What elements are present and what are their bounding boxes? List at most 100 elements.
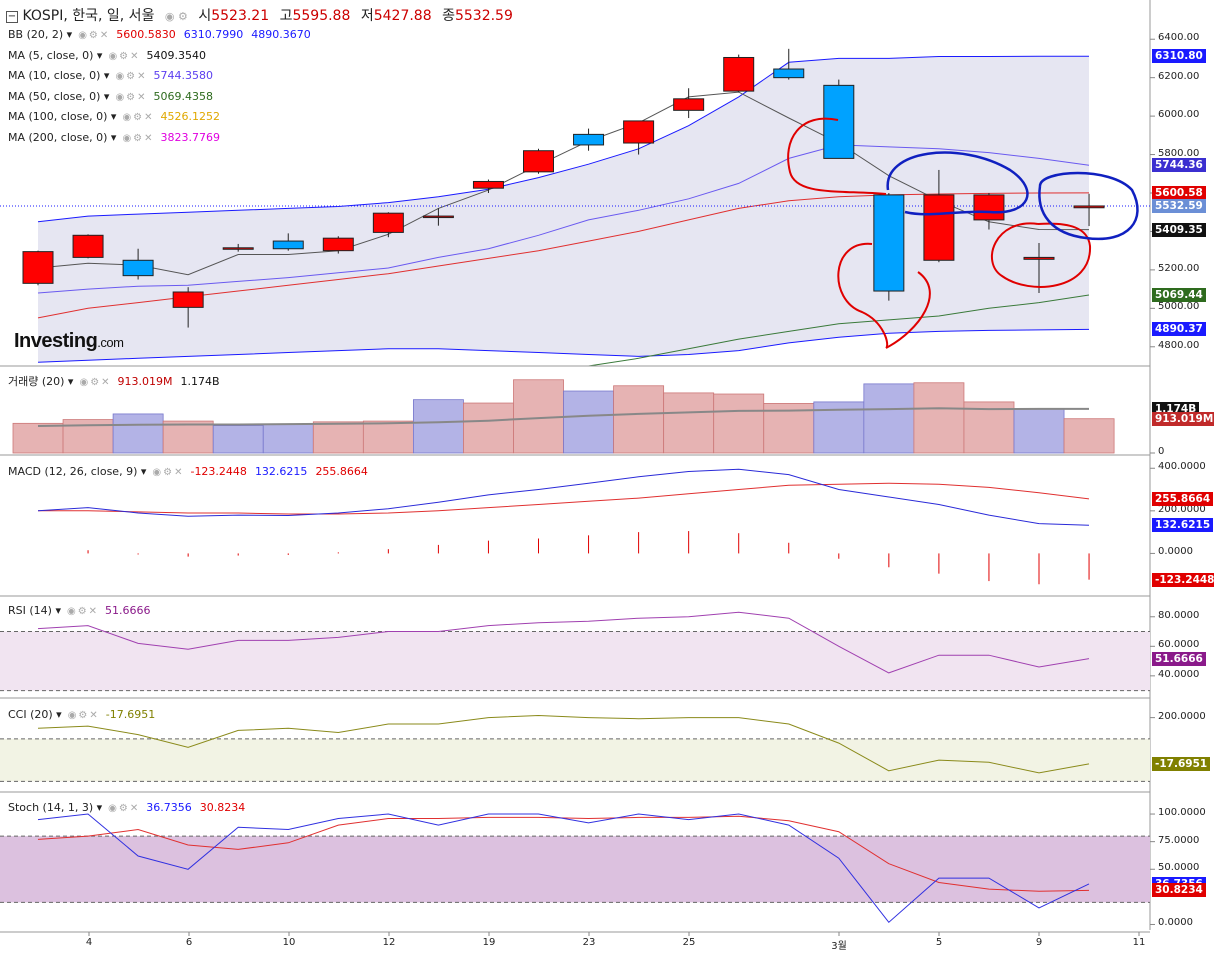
price-axis-tag: 5069.44	[1152, 287, 1206, 302]
cci-legend: CCI (20) ▾ ◉⚙✕ -17.6951	[8, 708, 163, 723]
cci-line	[37, 714, 1090, 774]
volume-ma-line	[37, 407, 1089, 427]
volume-legend-value: 1.174B	[180, 375, 220, 388]
stoch-legend-controls-icon[interactable]: ◉⚙✕	[108, 803, 141, 814]
candle	[122, 248, 154, 280]
cci-axis-tick: 200.0000	[1158, 710, 1206, 722]
bollinger-lower-line	[37, 328, 1090, 363]
ma10-line	[37, 144, 1090, 294]
volume-bar	[913, 382, 965, 454]
main-legend-title[interactable]: MA (100, close, 0) ▾	[8, 110, 117, 123]
rsi-line	[37, 611, 1090, 674]
main-legend-controls-icon[interactable]: ◉⚙✕	[115, 91, 148, 103]
volume-legend-controls-icon[interactable]: ◉⚙✕	[79, 377, 112, 388]
macd-axis-tick: 0.0000	[1158, 546, 1193, 558]
cci-legend-controls-icon[interactable]: ◉⚙✕	[67, 710, 100, 721]
stoch-k-line	[37, 813, 1090, 924]
candle	[923, 169, 955, 263]
main-legend-value: 5069.4358	[153, 89, 214, 103]
macd-axis-tag: 255.8664	[1152, 491, 1214, 506]
candle	[623, 120, 655, 155]
candle-body	[22, 251, 54, 284]
time-axis-label: 3월	[831, 941, 847, 952]
cci-band-fill	[0, 738, 1150, 782]
macd-legend-title[interactable]: MACD (12, 26, close, 9) ▾	[8, 465, 147, 478]
candle	[72, 234, 104, 259]
macd-axis-tag: 132.6215	[1152, 518, 1214, 533]
stoch-band-fill	[0, 836, 1150, 903]
cci-axis-tag: -17.6951	[1152, 756, 1211, 771]
volume-legend-title[interactable]: 거래량 (20) ▾	[8, 375, 74, 388]
candle-body	[122, 259, 154, 277]
volume-bar	[613, 385, 665, 454]
blue-annotation-circle	[886, 151, 1029, 216]
main-legend-title[interactable]: BB (20, 2) ▾	[8, 28, 73, 41]
macd-legend-controls-icon[interactable]: ◉⚙✕	[152, 467, 185, 478]
candle	[523, 148, 554, 174]
candle-body	[773, 68, 805, 79]
main-legend-title[interactable]: MA (10, close, 0) ▾	[8, 69, 110, 82]
macd-legend: MACD (12, 26, close, 9) ▾ ◉⚙✕ -123.2448 132…	[8, 465, 376, 480]
low-label: 저	[360, 8, 374, 24]
candle	[573, 128, 605, 151]
cci-legend-title[interactable]: CCI (20) ▾	[8, 708, 62, 721]
open-label: 시	[198, 8, 212, 24]
rsi-legend-controls-icon[interactable]: ◉⚙✕	[66, 606, 100, 617]
main-legend-value: 3823.7769	[160, 130, 221, 144]
time-axis-label: 4	[85, 937, 93, 948]
candle-body	[72, 234, 104, 258]
time-axis-label: 12	[382, 937, 396, 948]
main-legend: MA (5, close, 0) ▾ ◉⚙✕ 5409.3540	[8, 49, 214, 64]
price-axis-tick: 5000.00	[1158, 301, 1200, 313]
main-legend-value: 5744.3580	[153, 69, 214, 82]
main-legend-title[interactable]: MA (200, close, 0) ▾	[8, 130, 117, 144]
volume-bar	[162, 420, 214, 454]
main-legend-controls-icon[interactable]: ◉⚙✕	[108, 50, 141, 62]
main-legend-controls-icon[interactable]: ◉⚙✕	[115, 71, 148, 82]
main-legend-controls-icon[interactable]: ◉⚙✕	[122, 112, 155, 123]
time-axis-label: 19	[482, 937, 496, 948]
main-legend: MA (50, close, 0) ▾ ◉⚙✕ 5069.4358	[8, 90, 221, 105]
candle-body	[322, 237, 354, 252]
main-legend-controls-icon[interactable]: ◉⚙✕	[122, 132, 155, 144]
logo-suffix: .com	[97, 335, 124, 350]
stoch-legend-title[interactable]: Stoch (14, 1, 3) ▾	[8, 801, 103, 814]
candle	[172, 287, 204, 328]
candle-body	[172, 291, 204, 308]
main-legend-title[interactable]: MA (5, close, 0) ▾	[8, 48, 103, 62]
candle-body	[573, 133, 605, 146]
open-value: 5523.21	[211, 8, 270, 24]
price-axis-tick: 6400.00	[1158, 32, 1200, 44]
main-legend: MA (10, close, 0) ▾ ◉⚙✕ 5744.3580	[8, 69, 221, 84]
price-axis-tag: 4890.37	[1152, 322, 1206, 337]
red-annotation-circle	[787, 117, 887, 195]
stoch-axis-tick: 75.0000	[1158, 834, 1200, 846]
stoch-axis-tick: 100.0000	[1158, 807, 1206, 819]
volume-bar	[12, 422, 64, 454]
candle	[773, 48, 805, 80]
candle	[1073, 193, 1105, 227]
price-axis-tag: 5600.58	[1152, 185, 1206, 200]
candle-body	[923, 194, 955, 261]
rsi-legend-value: 51.6666	[105, 604, 151, 617]
time-axis-label: 10	[282, 937, 296, 948]
rsi-legend-title[interactable]: RSI (14) ▾	[8, 604, 61, 617]
main-legend: MA (200, close, 0) ▾ ◉⚙✕ 3823.7769	[8, 131, 228, 146]
main-legend-controls-icon[interactable]: ◉⚙✕	[78, 30, 111, 41]
stoch-axis-tick: 50.0000	[1158, 862, 1200, 874]
red-annotation-circle	[991, 222, 1092, 288]
investing-logo: Investing.com	[14, 330, 124, 353]
close-label: 종	[442, 8, 455, 24]
candle	[823, 79, 855, 159]
main-legend-title[interactable]: MA (50, close, 0) ▾	[8, 89, 110, 103]
candle-body	[623, 120, 655, 144]
settings-icons[interactable]: ◉ ⚙	[164, 10, 188, 23]
collapse-icon[interactable]: −	[6, 11, 18, 23]
volume-bar	[112, 413, 164, 454]
stoch-axis-tick: 0.0000	[1158, 917, 1193, 929]
volume-bar	[1013, 408, 1065, 454]
macd-axis-tag: -123.2448	[1152, 572, 1214, 587]
volume-legend-value: 913.019M	[117, 375, 173, 388]
stoch-legend-value: 36.7356	[146, 801, 192, 814]
